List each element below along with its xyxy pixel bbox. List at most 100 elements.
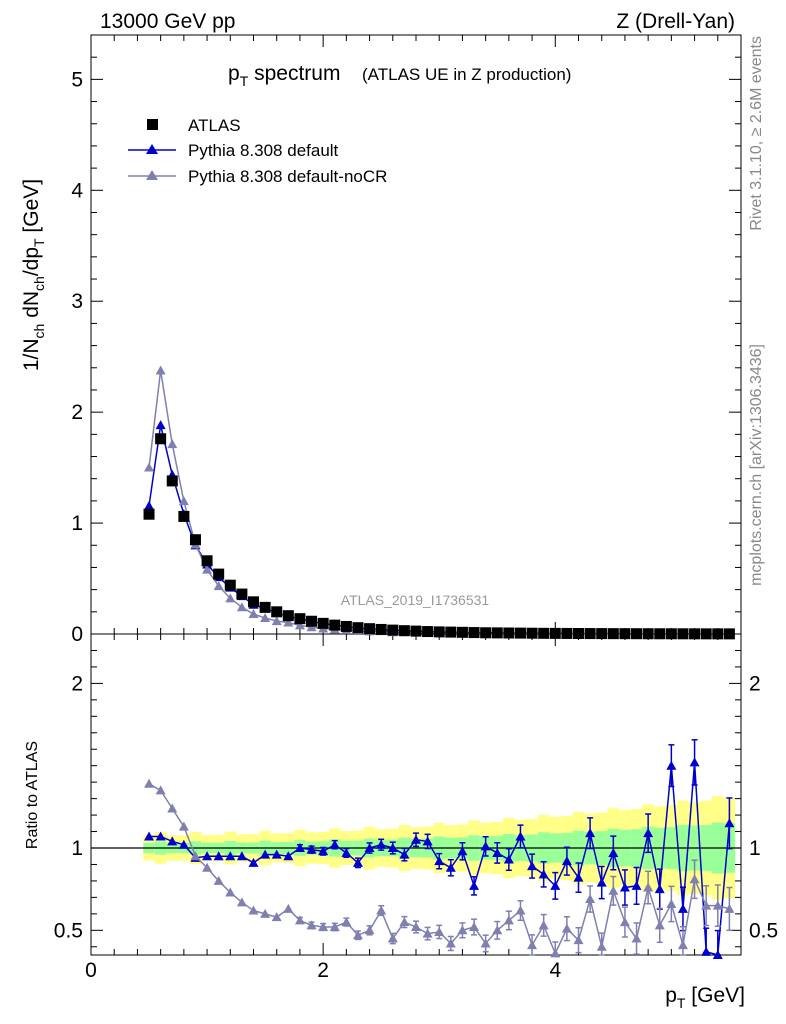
ratio-marker-nocr [178,821,189,831]
ratio-marker-nocr [225,887,236,897]
atlas-data-point [155,433,167,445]
ratio-marker-nocr [248,905,259,915]
ratio-marker-default [202,851,213,861]
atlas-data-point [433,626,445,638]
atlas-data-point [689,628,701,640]
ratio-marker-default [155,831,166,841]
ratio-marker-default [666,760,677,770]
ratio-marker-nocr [422,928,433,938]
atlas-data-point [178,510,190,522]
main-marker-nocr [167,439,178,449]
ratio-marker-nocr [666,898,677,908]
atlas-data-point [271,606,283,618]
atlas-data-point [189,534,201,546]
ratio-marker-default [271,849,282,859]
atlas-data-point [561,627,573,639]
plot-title: pT spectrum [228,62,340,89]
ratio-marker-default [225,851,236,861]
title-rest: spectrum [248,62,340,85]
main-marker-nocr [155,365,166,375]
ratio-marker-nocr [318,922,329,932]
ratio-marker-nocr [306,920,317,930]
atlas-data-point [143,508,155,520]
atlas-data-point [503,627,515,639]
ratio-marker-default [527,861,538,871]
main-ytick-label: 1 [71,512,83,535]
ratio-marker-nocr [190,851,201,861]
ratio-marker-nocr [411,922,421,932]
ratio-marker-default [294,843,305,852]
atlas-data-point [491,627,503,639]
ratio-marker-default [167,836,178,846]
atlas-data-point [665,628,677,640]
atlas-data-point [642,628,654,640]
main-marker-nocr [260,613,271,623]
ratio-marker-default [492,847,503,857]
atlas-data-point [584,628,596,640]
ratio-marker-default [399,849,410,859]
atlas-data-point [213,568,225,580]
ratio-marker-nocr [608,885,619,895]
atlas-data-point [514,627,526,639]
ratio-marker-nocr [596,941,607,951]
ratio-marker-default [538,869,549,879]
legend: ATLAS Pythia 8.308 default Pythia 8.308 … [128,116,387,186]
ratio-marker-nocr [631,933,642,943]
ratio-marker-default [585,828,596,838]
ratio-marker-nocr [550,948,561,958]
atlas-data-point [340,620,352,632]
atlas-data-point [712,628,724,640]
ratio-marker-default [178,839,189,849]
main-marker-nocr [294,620,305,630]
main-marker-nocr [213,581,224,591]
ylabel-main: 1/Nch dNch/dpT [GeV] [20,179,47,371]
ratio-marker-nocr [469,922,480,932]
series-layer [91,365,741,959]
ratio-marker-default [306,844,317,854]
ratio-marker-nocr [527,940,538,950]
ratio-marker-default [608,847,619,857]
main-ytick-label: 3 [71,290,83,313]
legend-label-default: Pythia 8.308 default [188,141,339,160]
main-ytick-label: 4 [71,179,83,202]
main-marker-nocr [283,617,294,627]
atlas-data-point [677,628,689,640]
ratio-marker-default [469,880,480,890]
ratio-marker-nocr [643,882,654,892]
main-marker-nocr [248,609,259,619]
atlas-data-point [387,624,399,636]
main-marker-nocr [144,462,155,472]
atlas-data-point [317,617,329,629]
atlas-data-point [166,475,178,487]
ratio-marker-default [329,839,340,849]
atlas-data-point [248,596,259,608]
ratio-marker-default [689,757,700,767]
ratio-ytick-label-left: 1 [71,837,83,860]
ratio-marker-nocr [503,915,514,925]
ratio-marker-default [631,880,642,890]
ratio-marker-nocr [457,925,468,935]
atlas-data-point [445,626,457,638]
ratio-marker-nocr [561,923,572,933]
atlas-data-point [422,626,434,638]
atlas-data-point [352,622,364,634]
ratio-marker-default [503,854,514,864]
title-p: p [228,62,240,85]
atlas-data-point [700,628,712,640]
plot-title-paren: (ATLAS UE in Z production) [362,65,571,84]
ratio-marker-default [457,846,468,856]
ratio-marker-default [236,851,247,861]
atlas-data-point [201,555,213,567]
ratio-marker-nocr [585,894,596,904]
ratio-marker-nocr [202,862,213,872]
atlas-data-point [573,628,584,640]
ratio-marker-default [712,950,723,959]
ratio-marker-default [248,857,259,867]
ratio-marker-nocr [144,778,155,788]
ratio-marker-nocr [515,905,526,915]
main-ytick-label: 2 [71,401,83,424]
xlabel: pT [GeV] [665,984,745,1011]
ratio-marker-nocr [573,935,584,945]
mcplots-label: mcplots.cern.ch [arXiv:1306.3436] [748,344,765,586]
ratio-marker-default [643,828,654,838]
